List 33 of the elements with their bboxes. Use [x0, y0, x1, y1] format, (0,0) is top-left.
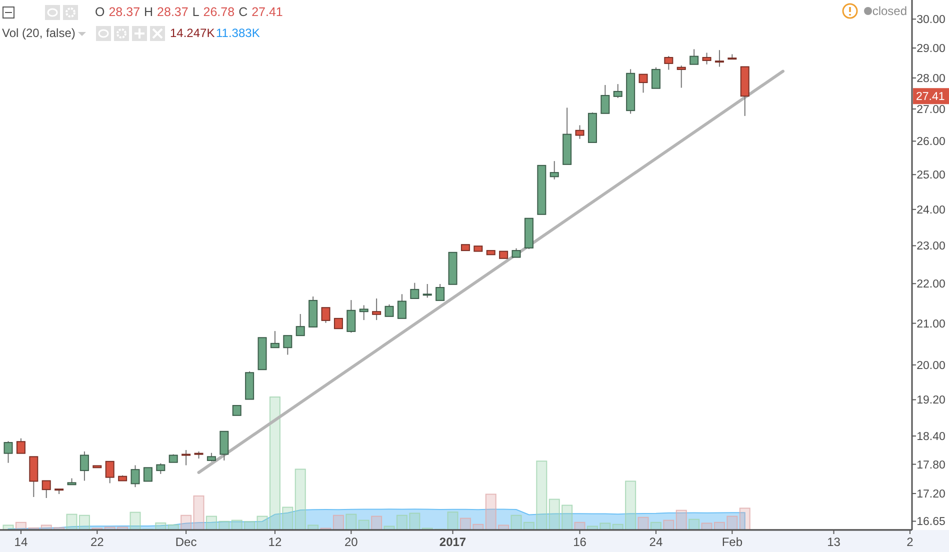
x-tick-label: Dec — [175, 535, 197, 549]
annotation: 11.383K — [216, 26, 260, 40]
y-tick-label: 26.00 — [916, 136, 946, 148]
x-tick-label: 13 — [827, 535, 841, 549]
annotation: Vol (20, false) — [2, 26, 76, 40]
annotation: 14.247K — [170, 26, 215, 40]
y-tick-label: 29.00 — [916, 43, 946, 56]
y-tick-label: 25.00 — [916, 170, 946, 182]
annotation: closed — [872, 4, 907, 18]
x-tick-label: 12 — [268, 535, 282, 549]
y-tick-label: 28.00 — [916, 72, 946, 85]
x-tick-label: 24 — [649, 535, 663, 549]
y-tick-label: 27.00 — [916, 104, 946, 116]
y-tick-label: 16.65 — [916, 516, 946, 528]
annotation: 27.41 — [916, 91, 945, 104]
y-tick-label: 21.00 — [916, 318, 946, 330]
y-tick-label: 19.20 — [916, 394, 946, 407]
x-tick-label: Feb — [722, 535, 743, 549]
y-tick-label: 18.40 — [916, 431, 946, 444]
y-tick-label: 20.00 — [916, 360, 946, 372]
x-tick-label: 14 — [14, 535, 28, 549]
annotation: O 28.37 H 28.37 L 26.78 C 27.41 — [95, 5, 283, 19]
y-tick-label: 30.00 — [916, 14, 946, 26]
y-tick-label: 17.20 — [916, 488, 946, 501]
x-tick-label: 2017 — [439, 535, 466, 549]
x-tick-label: 16 — [573, 535, 587, 549]
y-tick-label: 17.80 — [916, 459, 946, 472]
y-tick-label: 24.00 — [916, 204, 946, 216]
x-tick-label: 20 — [344, 535, 358, 549]
y-tick-label: 23.00 — [916, 240, 946, 253]
x-tick-label: 22 — [90, 535, 104, 549]
x-tick-label: 2 — [906, 535, 914, 549]
y-tick-label: 22.00 — [916, 278, 946, 291]
